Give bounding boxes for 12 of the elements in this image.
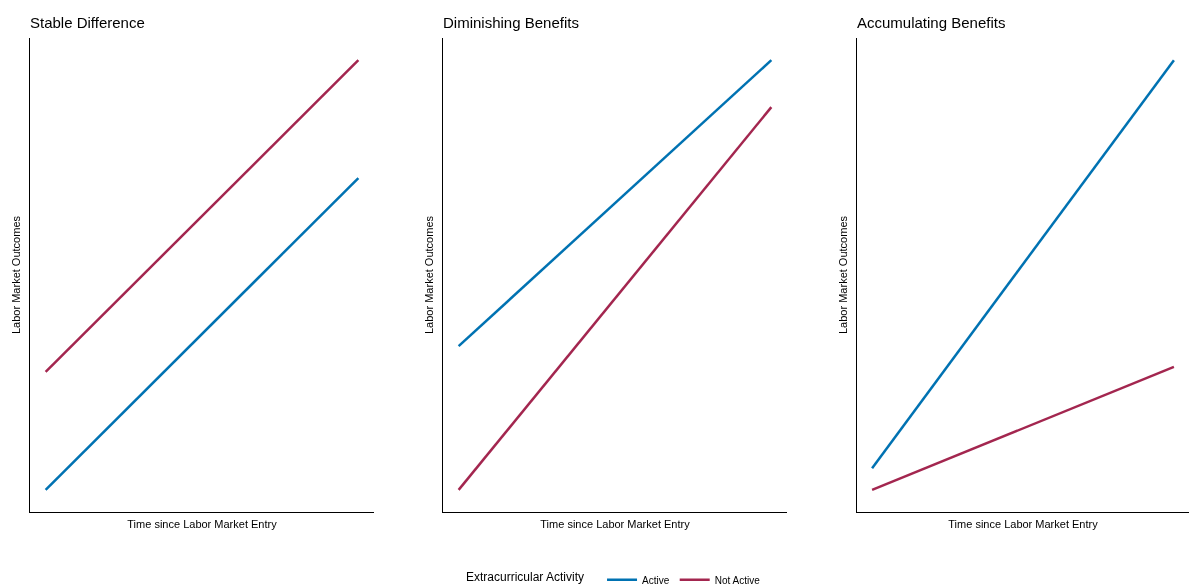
y-axis-title: Labor Market Outcomes xyxy=(9,215,22,334)
chart-title: Stable Difference xyxy=(30,14,145,32)
legend-label: Active xyxy=(642,574,670,586)
chart-title: Accumulating Benefits xyxy=(857,14,1006,32)
legend-label: Not Active xyxy=(714,574,761,586)
x-axis-title: Time since Labor Market Entry xyxy=(948,518,1099,531)
legend-title: Extracurricular Activity xyxy=(466,569,595,584)
y-axis-title: Labor Market Outcomes xyxy=(836,215,849,334)
x-axis-title: Time since Labor Market Entry xyxy=(540,518,691,531)
x-axis-title: Time since Labor Market Entry xyxy=(127,518,278,531)
y-axis-title: Labor Market Outcomes xyxy=(422,215,435,334)
chart-title: Diminishing Benefits xyxy=(443,14,579,32)
